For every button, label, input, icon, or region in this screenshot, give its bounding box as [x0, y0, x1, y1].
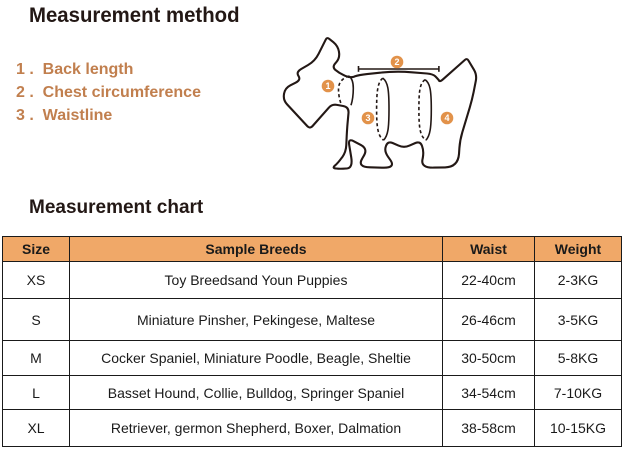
svg-text:2: 2 — [394, 57, 399, 67]
svg-text:3: 3 — [365, 113, 370, 123]
svg-text:1: 1 — [325, 81, 330, 91]
svg-text:4: 4 — [444, 113, 449, 123]
